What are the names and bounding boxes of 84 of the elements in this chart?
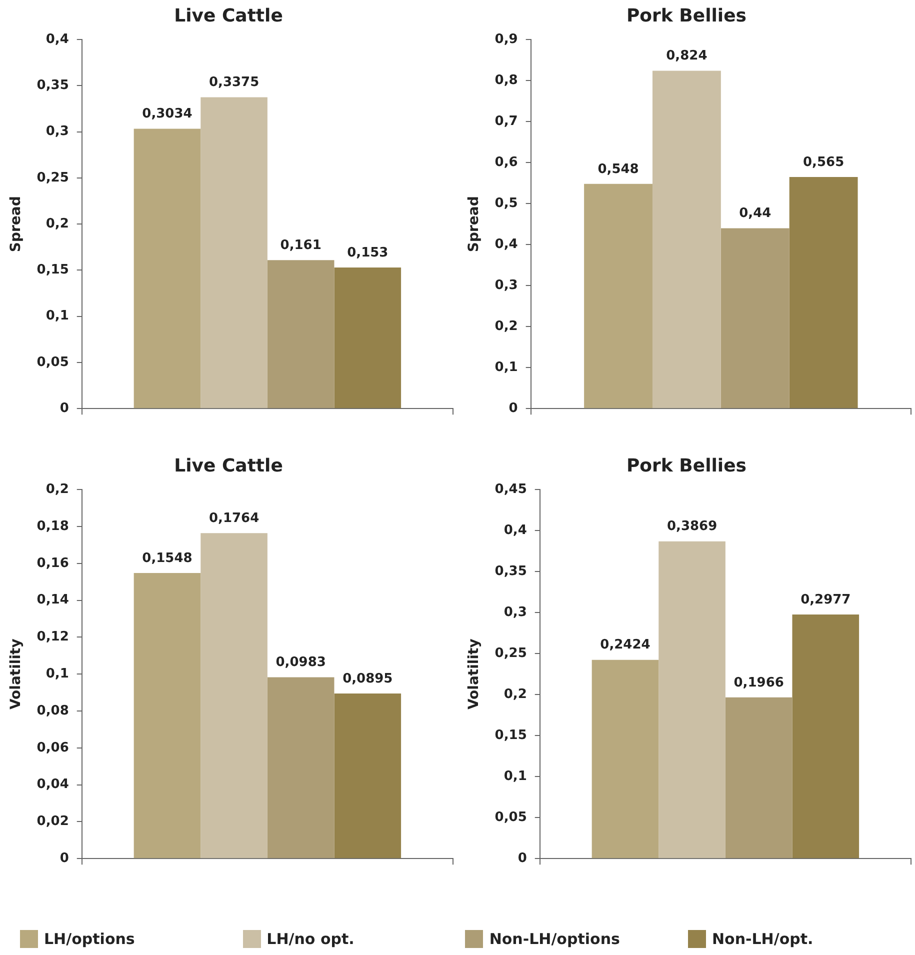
- y-tick-label: 0,25: [494, 646, 527, 661]
- y-tick-label: 0,12: [36, 630, 69, 645]
- data-label: 0,1966: [734, 675, 784, 690]
- data-label: 0,161: [280, 238, 322, 253]
- data-label: 0,44: [739, 206, 772, 222]
- y-tick-label: 0,02: [36, 814, 69, 830]
- y-tick-label: 0,25: [36, 170, 69, 186]
- data-label: 0,0895: [342, 671, 393, 686]
- bar: [592, 660, 659, 858]
- y-tick-label: 0,1: [46, 666, 69, 682]
- legend-label: LH/no opt.: [266, 930, 354, 948]
- y-tick-label: 0,3: [46, 124, 69, 140]
- y-tick-label: 0: [60, 850, 69, 866]
- y-axis-title: Spread: [466, 196, 482, 252]
- bar: [200, 533, 268, 858]
- chart-title: Live Cattle: [174, 455, 283, 476]
- y-tick-label: 0,1: [504, 768, 527, 784]
- y-tick-label: 0,05: [36, 354, 69, 370]
- bar: [658, 541, 726, 858]
- y-tick-label: 0,3: [494, 278, 518, 293]
- legend-label: Non-LH/options: [489, 930, 620, 948]
- y-tick-label: 0,1: [46, 308, 69, 324]
- data-label: 0,548: [598, 162, 639, 177]
- bar: [725, 697, 792, 858]
- y-tick-label: 0,5: [494, 196, 518, 211]
- y-tick-label: 0,4: [46, 32, 69, 47]
- y-tick-label: 0,7: [494, 114, 518, 129]
- legend-label: LH/options: [44, 930, 135, 948]
- y-tick-label: 0,06: [36, 740, 69, 756]
- chart-title: Live Cattle: [174, 5, 283, 26]
- bar: [267, 260, 334, 408]
- y-tick-label: 0,9: [494, 32, 518, 47]
- y-tick-label: 0,2: [504, 686, 527, 702]
- y-tick-label: 0,15: [36, 262, 69, 278]
- y-tick-label: 0,14: [36, 592, 69, 608]
- bar: [720, 228, 790, 408]
- y-tick-label: 0,15: [494, 728, 527, 743]
- y-tick-label: 0,45: [494, 482, 527, 497]
- data-label: 0,3034: [142, 106, 192, 122]
- y-tick-label: 0,3: [504, 604, 527, 620]
- legend-label: Non-LH/opt.: [712, 930, 814, 948]
- y-tick-label: 0: [508, 400, 518, 416]
- y-tick-label: 0,16: [36, 556, 69, 571]
- y-tick-label: 0: [518, 850, 527, 866]
- bar: [267, 677, 334, 858]
- data-label: 0,2424: [600, 638, 650, 653]
- data-label: 0,1548: [142, 550, 192, 566]
- bar: [334, 267, 402, 408]
- y-tick-label: 0,08: [36, 703, 69, 718]
- bar: [584, 184, 652, 408]
- bar: [134, 572, 201, 858]
- y-tick-label: 0,18: [36, 518, 69, 534]
- data-label: 0,565: [803, 154, 844, 170]
- y-tick-label: 0,35: [494, 564, 527, 579]
- chart-title: Pork Bellies: [626, 5, 747, 26]
- y-tick-label: 0,8: [494, 72, 518, 88]
- y-tick-label: 0,2: [46, 482, 69, 497]
- bar: [200, 97, 268, 408]
- chart-title: Pork Bellies: [626, 455, 747, 476]
- data-label: 0,3375: [208, 75, 260, 90]
- y-tick-label: 0: [60, 400, 69, 416]
- y-axis-title: Spread: [8, 196, 24, 252]
- y-tick-label: 0,04: [36, 777, 69, 792]
- bar: [134, 128, 201, 408]
- y-tick-label: 0,4: [494, 236, 518, 252]
- y-tick-label: 0,1: [494, 360, 518, 375]
- y-tick-label: 0,35: [36, 78, 69, 94]
- y-axis-title: Volatility: [466, 638, 482, 710]
- data-label: 0,153: [347, 245, 388, 260]
- data-label: 0,1764: [208, 511, 260, 526]
- y-tick-label: 0,05: [494, 810, 527, 825]
- y-tick-label: 0,2: [494, 318, 518, 334]
- y-axis-title: Volatility: [8, 638, 24, 710]
- data-label: 0,824: [666, 48, 708, 64]
- y-tick-label: 0,4: [504, 522, 527, 538]
- bar: [334, 693, 402, 858]
- data-label: 0,2977: [800, 592, 851, 608]
- bar: [789, 176, 858, 408]
- bar: [792, 614, 860, 858]
- y-tick-label: 0,6: [494, 154, 518, 170]
- data-label: 0,0983: [276, 655, 326, 670]
- bar: [652, 70, 721, 408]
- y-tick-label: 0,2: [46, 216, 69, 232]
- data-label: 0,3869: [666, 519, 718, 534]
